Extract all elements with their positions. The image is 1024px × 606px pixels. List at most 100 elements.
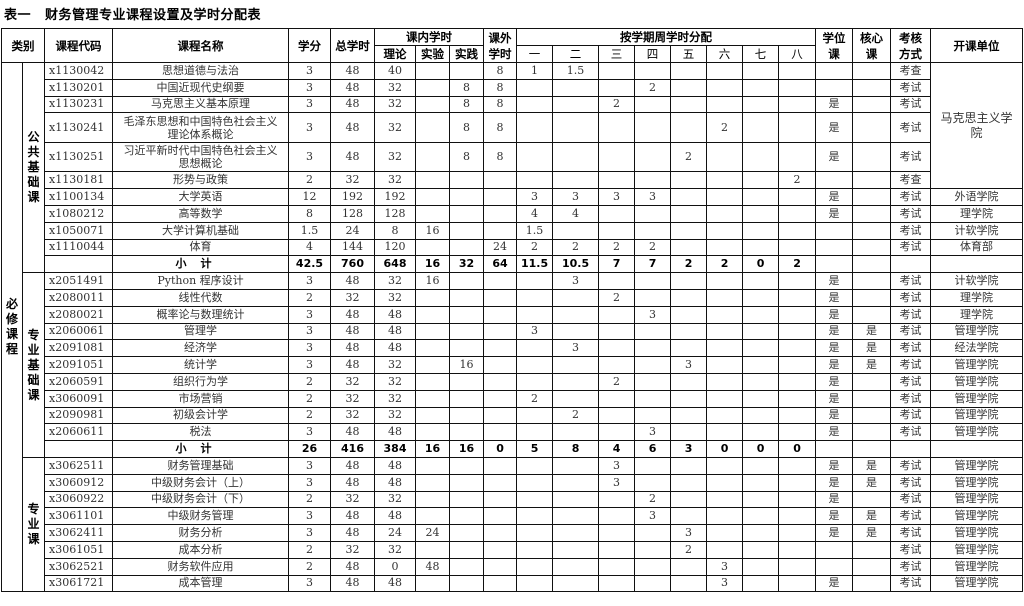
cell-theory: 48 <box>374 322 416 341</box>
cell-credit: 3 <box>288 356 331 374</box>
cell-extra <box>483 389 518 408</box>
cell-practice: 8 <box>448 141 485 173</box>
cell-sem1: 1.5 <box>516 221 554 240</box>
cell-sem5 <box>670 423 708 442</box>
cell-total: 416 <box>330 440 375 458</box>
cell-practice <box>448 238 485 257</box>
cell-theory: 32 <box>374 95 416 114</box>
cell-practice <box>448 557 485 576</box>
cell-credit: 1.5 <box>288 221 331 240</box>
cell-practice: 8 <box>448 112 485 143</box>
cell-sem6 <box>706 188 744 206</box>
cell-sem5 <box>670 171 708 190</box>
cell-exam: 考试 <box>890 322 932 341</box>
cell-code: x3060091 <box>44 389 113 408</box>
cell-sem1 <box>516 95 554 114</box>
cell-total: 32 <box>330 406 375 425</box>
cell-core: 是 <box>852 339 892 358</box>
cell-practice <box>448 322 485 341</box>
cell-practice: 16 <box>448 440 485 458</box>
cell-sem7 <box>742 188 780 206</box>
cell-sem8 <box>778 540 817 559</box>
cell-lab <box>415 112 450 143</box>
cell-dept: 管理学院 <box>930 372 1024 391</box>
cell-extra <box>483 524 518 542</box>
cell-lab <box>415 62 450 80</box>
cell-credit: 3 <box>288 339 331 358</box>
table-row: x2090981 初级会计学 2 32 32 2 是考试 管理学院 <box>2 406 1024 425</box>
cell-sem7 <box>742 423 780 442</box>
cell-sem8 <box>778 188 817 206</box>
cell-total: 32 <box>330 540 375 559</box>
cell-sem4 <box>634 356 672 374</box>
cell-sem8 <box>778 305 817 324</box>
cell-name: 中级财务管理 <box>112 507 289 526</box>
cell-name: 税法 <box>112 423 289 442</box>
cell-total: 48 <box>330 473 375 492</box>
cell-sem2 <box>552 322 600 341</box>
cell-sem1 <box>516 288 554 307</box>
cell-sem6 <box>706 141 744 173</box>
subtotal-row: 小计 42.5 760 648 16 32 64 11.5 10.5 7 7 2 2 0 2 <box>2 255 1024 274</box>
header-core: 核心课 <box>852 28 892 63</box>
cell-extra <box>483 204 518 223</box>
cell-practice <box>448 171 485 190</box>
cell-practice <box>448 540 485 559</box>
table-label: 表一 <box>4 8 32 23</box>
header-in-class: 课内学时 <box>373 28 485 46</box>
cell-degree: 是 <box>815 188 854 206</box>
cell-sem3 <box>598 62 636 80</box>
cell-dept: 管理学院 <box>930 557 1024 576</box>
header-semester-3: 三 <box>598 45 636 63</box>
cell-sem8 <box>778 339 817 358</box>
cell-sem8 <box>778 204 817 223</box>
cell-sem8 <box>778 490 817 509</box>
cell-sem2: 3 <box>552 188 600 206</box>
cell-exam: 考试 <box>890 221 932 240</box>
cell-theory: 24 <box>374 524 416 542</box>
cell-sem3 <box>598 406 636 425</box>
cell-sem1: 5 <box>516 440 554 458</box>
header-category: 类别 <box>1 28 45 63</box>
cell-sem2: 1.5 <box>552 62 600 80</box>
cell-core <box>852 272 892 290</box>
cell-extra <box>483 356 518 374</box>
cell-code: x2060061 <box>44 322 113 341</box>
cell-code <box>44 255 113 274</box>
cell-lab <box>415 574 450 593</box>
cell-extra <box>483 473 518 492</box>
cell-degree: 是 <box>815 456 854 475</box>
cell-sem2: 2 <box>552 238 600 257</box>
cell-dept: 管理学院 <box>930 473 1024 492</box>
cell-name: 成本分析 <box>112 540 289 559</box>
cell-extra <box>483 305 518 324</box>
cell-sem1 <box>516 272 554 290</box>
cell-sem7 <box>742 490 780 509</box>
cell-degree: 是 <box>815 141 854 173</box>
cell-extra <box>483 557 518 576</box>
cell-total: 32 <box>330 490 375 509</box>
cell-theory: 32 <box>374 372 416 391</box>
cell-exam: 考试 <box>890 507 932 526</box>
cell-core: 是 <box>852 524 892 542</box>
cell-extra <box>483 372 518 391</box>
table-row: x2060591 组织行为学 2 32 32 2 是考试 管理学院 <box>2 372 1024 391</box>
cell-sem2 <box>552 456 600 475</box>
cell-extra: 8 <box>483 141 518 173</box>
cell-sem2 <box>552 574 600 593</box>
table-row: x2060611 税法 3 48 48 3 是考试 管理学院 <box>2 423 1024 442</box>
cell-degree: 是 <box>815 423 854 442</box>
cell-name: 市场营销 <box>112 389 289 408</box>
header-credit: 学分 <box>288 28 331 63</box>
cell-credit: 42.5 <box>288 255 331 274</box>
cell-total: 48 <box>330 305 375 324</box>
cell-extra <box>483 423 518 442</box>
cell-practice: 32 <box>448 255 485 274</box>
table-body: 必修课程 公共基础课 x1130042 思想道德与法治 3 48 40 8 1 1.5 考查 马克思主… <box>1 61 1024 593</box>
cell-credit: 3 <box>288 322 331 341</box>
cell-sem8 <box>778 356 817 374</box>
cell-sem5 <box>670 78 708 97</box>
cell-sem7 <box>742 557 780 576</box>
cell-sem7 <box>742 540 780 559</box>
table-row: x2091051 统计学 3 48 32 16 3 是是考试 管理学院 <box>2 356 1024 374</box>
